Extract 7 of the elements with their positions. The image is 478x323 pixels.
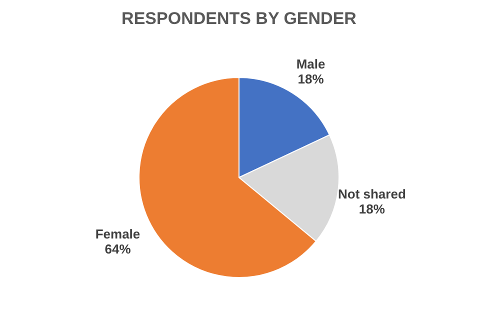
- slice-label: Female: [95, 226, 140, 242]
- data-label: 18%: [358, 201, 386, 216]
- slice-label: Not shared: [338, 186, 406, 202]
- data-label: 64%: [104, 242, 132, 257]
- data-label: 18%: [298, 71, 324, 86]
- slice-label: Male: [296, 56, 326, 72]
- chart-title: RESPONDENTS BY GENDER: [122, 9, 356, 28]
